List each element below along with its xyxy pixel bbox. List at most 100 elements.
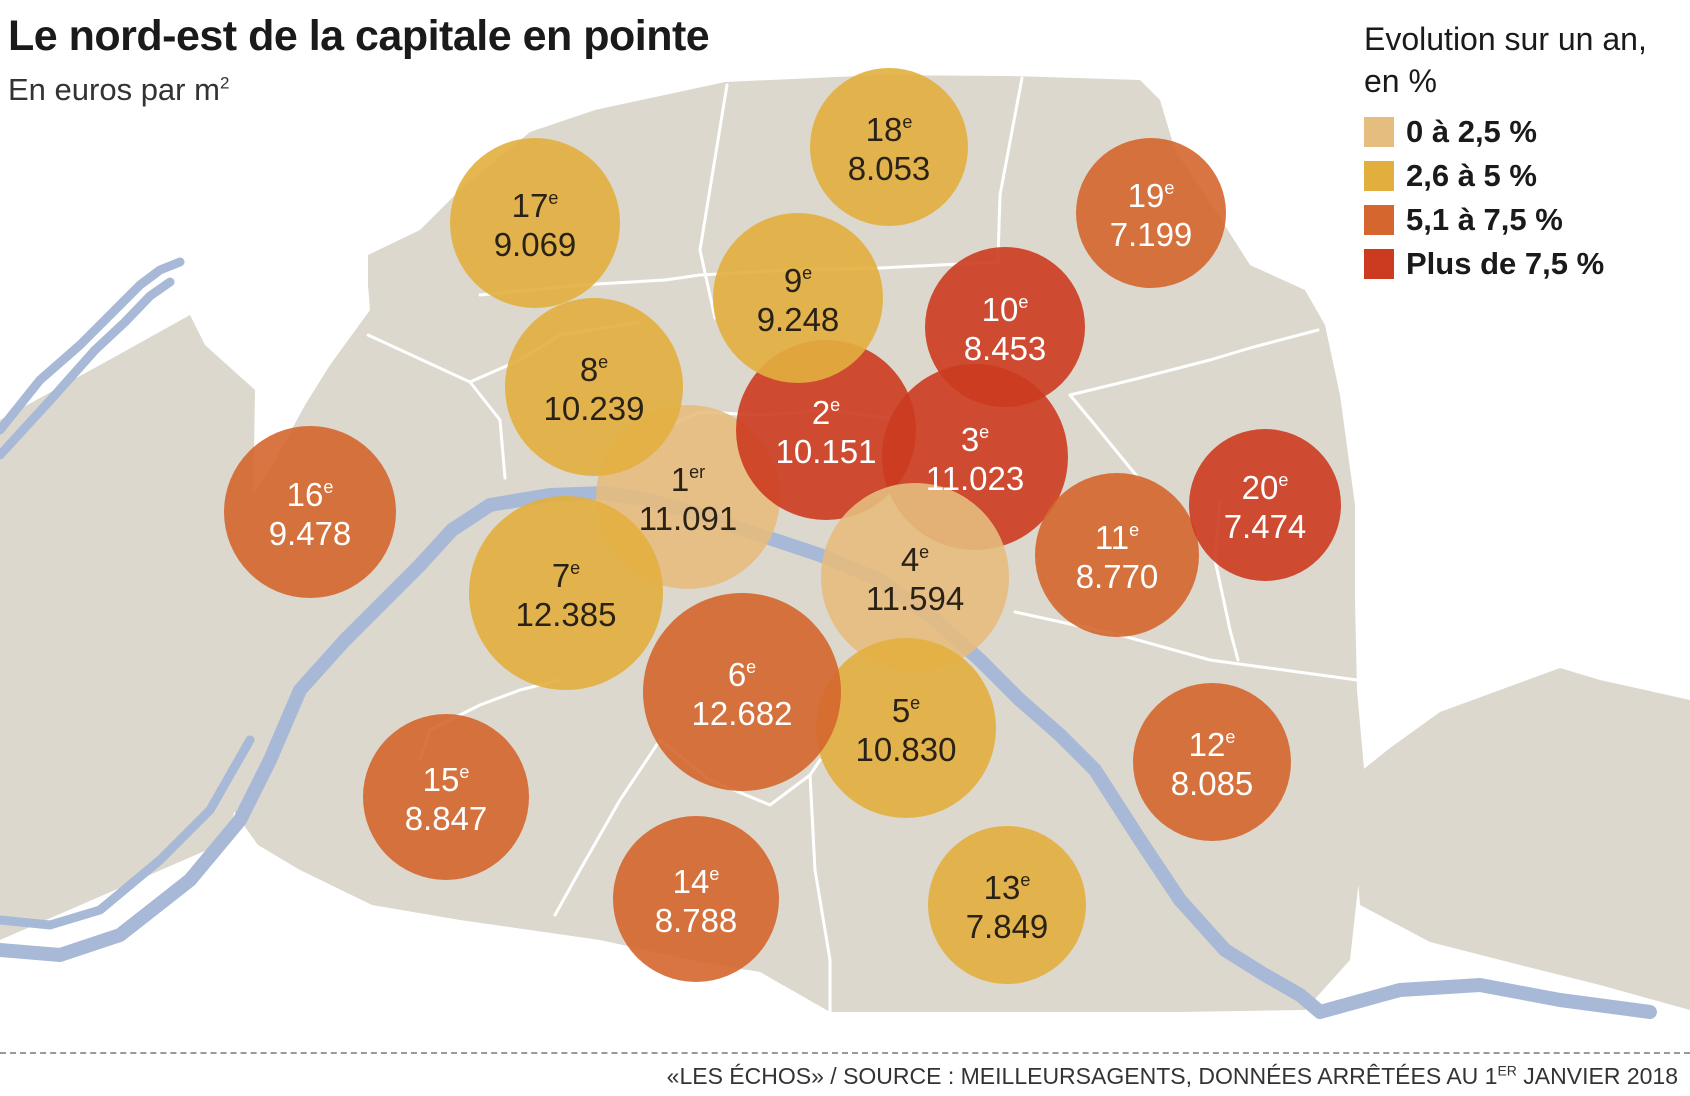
bubble-arrondissement-14 (613, 816, 779, 982)
chart-subtitle: En euros par m2 (8, 72, 229, 108)
seine-river (0, 486, 1657, 1019)
bubble-arrondissement-5 (816, 638, 996, 818)
outer-land-west (0, 315, 255, 940)
bubble-arrondissement-16 (224, 426, 396, 598)
arrondissement-label-8: 8e (580, 351, 608, 388)
price-label-9: 9.248 (757, 301, 840, 338)
price-label-13: 7.849 (966, 908, 1049, 945)
bubble-arrondissement-9 (713, 213, 883, 383)
arrondissement-label-2: 2e (812, 394, 840, 431)
price-label-20: 7.474 (1224, 508, 1307, 545)
legend-swatch (1364, 117, 1394, 147)
chart-title: Le nord-est de la capitale en pointe (8, 12, 710, 60)
seine-west-arm (0, 257, 185, 435)
legend-label: Plus de 7,5 % (1406, 246, 1605, 281)
source-date: JANVIER 2018 (1516, 1063, 1678, 1089)
source-text: «LES ÉCHOS» / SOURCE : MEILLEURSAGENTS, … (666, 1063, 1498, 1089)
price-label-14: 8.788 (655, 902, 738, 939)
legend-label: 2,6 à 5 % (1406, 158, 1537, 193)
legend-swatch (1364, 161, 1394, 191)
arrondissement-label-6: 6e (728, 656, 756, 693)
price-label-2: 10.151 (776, 433, 877, 470)
bubble-arrondissement-20 (1189, 429, 1341, 581)
price-label-19: 7.199 (1110, 216, 1193, 253)
price-label-17: 9.069 (494, 226, 577, 263)
bubble-arrondissement-11 (1035, 473, 1199, 637)
legend-item: Plus de 7,5 % (1364, 242, 1684, 286)
footer-divider (0, 1052, 1690, 1054)
price-label-11: 8.770 (1076, 558, 1159, 595)
arrondissement-label-3: 3e (961, 421, 989, 458)
bubble-arrondissement-7 (469, 496, 663, 690)
border-line (698, 83, 729, 320)
border-line (1068, 328, 1320, 397)
bubble-arrondissement-17 (450, 138, 620, 308)
price-label-16: 9.478 (269, 515, 352, 552)
arrondissement-label-18: 18e (866, 111, 913, 148)
arrondissement-label-10: 10e (982, 291, 1029, 328)
border-line (553, 738, 662, 917)
subtitle-superscript: 2 (219, 73, 230, 93)
legend-items: 0 à 2,5 % 2,6 à 5 % 5,1 à 7,5 % Plus de … (1364, 110, 1684, 286)
arrondissement-label-20: 20e (1242, 469, 1289, 506)
bubble-arrondissement-18 (810, 68, 968, 226)
arrondissement-label-11: 11e (1095, 519, 1139, 556)
arrondissement-label-9: 9e (784, 262, 812, 299)
arrondissement-label-1: 1er (671, 461, 705, 498)
border-line (808, 773, 832, 1014)
bubble-arrondissement-4 (821, 483, 1009, 671)
price-label-3: 11.023 (926, 460, 1024, 497)
legend-item: 5,1 à 7,5 % (1364, 198, 1684, 242)
border-line (1068, 393, 1142, 482)
price-bubbles (224, 68, 1341, 984)
legend-swatch (1364, 205, 1394, 235)
price-label-7: 12.385 (516, 596, 617, 633)
price-label-8: 10.239 (544, 390, 645, 427)
legend-item: 0 à 2,5 % (1364, 110, 1684, 154)
outer-land-east (1350, 668, 1690, 1010)
price-label-12: 8.085 (1171, 765, 1254, 802)
bubble-arrondissement-6 (643, 593, 841, 791)
border-line (996, 76, 1024, 260)
subtitle-text: En euros par m (8, 72, 220, 107)
price-label-1: 11.091 (639, 500, 737, 537)
bubble-arrondissement-2 (736, 340, 916, 520)
arrondissement-label-19: 19e (1128, 177, 1175, 214)
legend-item: 2,6 à 5 % (1364, 154, 1684, 198)
price-label-4: 11.594 (866, 580, 964, 617)
bubble-arrondissement-19 (1076, 138, 1226, 288)
legend-swatch (1364, 249, 1394, 279)
price-label-18: 8.053 (848, 150, 931, 187)
arrondissement-borders (366, 76, 1359, 1014)
arrondissement-label-13: 13e (984, 869, 1031, 906)
arrondissement-label-17: 17e (512, 187, 559, 224)
seine-island-arm (0, 735, 255, 930)
legend-label: 5,1 à 7,5 % (1406, 202, 1563, 237)
arrondissement-label-5: 5e (892, 692, 920, 729)
legend-label: 0 à 2,5 % (1406, 114, 1537, 149)
bubble-arrondissement-10 (925, 247, 1085, 407)
bubble-arrondissement-15 (363, 714, 529, 880)
arrondissement-label-14: 14e (673, 863, 720, 900)
price-label-5: 10.830 (856, 731, 957, 768)
bubble-arrondissement-13 (928, 826, 1086, 984)
bubble-arrondissement-12 (1133, 683, 1291, 841)
bubble-arrondissement-8 (505, 298, 683, 476)
arrondissement-label-7: 7e (552, 557, 580, 594)
arrondissement-label-4: 4e (901, 541, 929, 578)
legend: Evolution sur un an, en % 0 à 2,5 % 2,6 … (1364, 18, 1684, 286)
price-label-6: 12.682 (692, 695, 793, 732)
source-credit: «LES ÉCHOS» / SOURCE : MEILLEURSAGENTS, … (667, 1063, 1678, 1090)
border-line (1013, 610, 1359, 682)
price-label-15: 8.847 (405, 800, 488, 837)
seine-west-arm (0, 277, 175, 460)
river-seine (0, 257, 1657, 1019)
border-line (468, 380, 507, 480)
arrondissement-label-12: 12e (1189, 726, 1236, 763)
arrondissement-label-15: 15e (423, 761, 470, 798)
arrondissement-label-16: 16e (287, 476, 334, 513)
source-superscript: ER (1497, 1062, 1517, 1079)
legend-title: Evolution sur un an, en % (1364, 21, 1647, 99)
